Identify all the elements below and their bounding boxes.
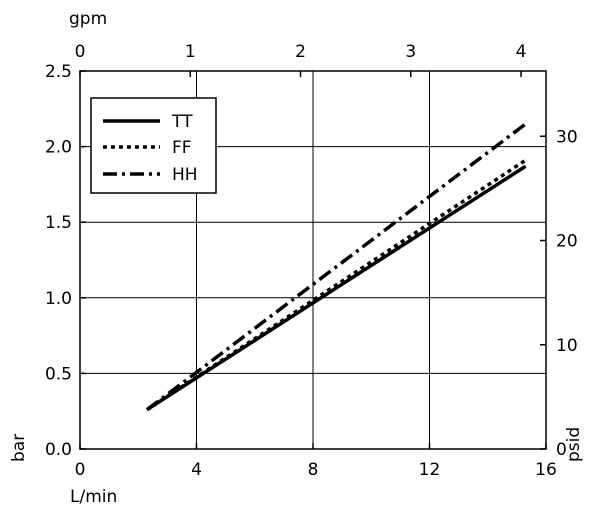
y-tick-label: 2.0 — [45, 138, 72, 158]
tick-marks — [79, 70, 547, 450]
top-tick-label: 2 — [295, 42, 306, 62]
top-tick-label: 4 — [516, 42, 527, 62]
y-tick-label: 2.5 — [45, 62, 72, 82]
right-axis-label: psid — [564, 427, 584, 462]
top-tick-label: 3 — [405, 42, 416, 62]
x-tick-label: 0 — [75, 460, 86, 480]
x-tick-label: 8 — [308, 460, 319, 480]
top-tick-label: 1 — [185, 42, 196, 62]
right-tick-label: 0 — [556, 440, 567, 460]
y-tick-label: 0.0 — [45, 440, 72, 460]
right-tick-label: 10 — [556, 336, 578, 356]
y-tick-label: 1.0 — [45, 289, 72, 309]
right-tick-label: 20 — [556, 232, 578, 252]
series-lines — [145, 122, 527, 412]
legend: TT FF HH — [90, 97, 217, 194]
y-axis-label: bar — [9, 434, 29, 462]
x-tick-label: 16 — [535, 460, 557, 480]
legend-label-tt: TT — [171, 112, 193, 132]
legend-label-hh: HH — [172, 165, 198, 185]
x-tick-label: 4 — [191, 460, 202, 480]
series-line-ff — [146, 158, 527, 412]
top-tick-label: 0 — [75, 42, 86, 62]
y-tick-label: 1.5 — [45, 213, 72, 233]
top-axis-label: gpm — [69, 9, 107, 29]
x-tick-label: 12 — [419, 460, 441, 480]
legend-label-ff: FF — [172, 138, 192, 158]
series-line-hh — [145, 122, 527, 412]
x-axis-label: L/min — [70, 487, 117, 507]
y-tick-label: 0.5 — [45, 364, 72, 384]
right-tick-label: 30 — [556, 127, 578, 147]
